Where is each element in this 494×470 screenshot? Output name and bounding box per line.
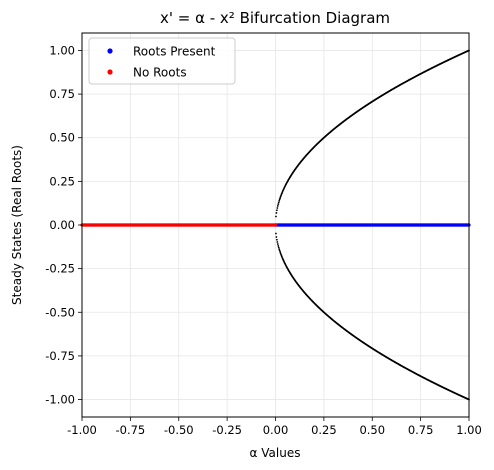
- root-point: [277, 243, 279, 245]
- x-tick-label: -0.25: [212, 423, 242, 437]
- root-point: [276, 209, 278, 211]
- legend-marker: [107, 48, 112, 53]
- x-tick-label: -0.75: [115, 423, 145, 437]
- y-tick-label: 0.00: [49, 218, 75, 232]
- root-point: [278, 247, 280, 249]
- legend: Roots Present No Roots: [89, 38, 235, 84]
- legend-marker: [107, 69, 112, 74]
- y-tick-label: 0.50: [49, 131, 75, 145]
- root-point: [275, 216, 277, 218]
- root-point: [275, 233, 277, 235]
- y-tick-label: -1.00: [45, 393, 75, 407]
- root-point: [276, 236, 278, 238]
- legend-label: No Roots: [133, 66, 187, 80]
- y-tick-label: -0.75: [45, 349, 75, 363]
- x-tick-label: 0.75: [408, 423, 434, 437]
- y-tick-label: -0.50: [45, 305, 75, 319]
- root-point: [277, 205, 279, 207]
- x-tick-label: -0.50: [164, 423, 194, 437]
- root-point: [276, 212, 278, 214]
- series-point: [274, 223, 277, 226]
- root-point: [276, 239, 278, 241]
- series-roots-present: [274, 223, 471, 226]
- root-point: [277, 245, 279, 247]
- root-point: [276, 241, 278, 243]
- y-axis-label: Steady States (Real Roots): [10, 145, 24, 305]
- x-tick-label: -1.00: [67, 423, 97, 437]
- x-tick-label: 0.25: [311, 423, 337, 437]
- chart-title: x' = α - x² Bifurcation Diagram: [160, 9, 390, 27]
- y-tick-label: -0.25: [45, 262, 75, 276]
- legend-label: Roots Present: [133, 45, 216, 59]
- x-tick-label: 0.50: [359, 423, 385, 437]
- y-tick-label: 1.00: [49, 43, 75, 57]
- y-tick-label: 0.25: [49, 174, 75, 188]
- x-tick-label: 0.00: [263, 423, 289, 437]
- x-axis-label: α Values: [250, 446, 301, 460]
- root-point: [276, 207, 278, 209]
- y-tick-label: 0.75: [49, 87, 75, 101]
- root-point: [277, 203, 279, 205]
- series-no-roots: [80, 223, 277, 226]
- root-point: [278, 202, 280, 204]
- x-tick-label: 1.00: [456, 423, 482, 437]
